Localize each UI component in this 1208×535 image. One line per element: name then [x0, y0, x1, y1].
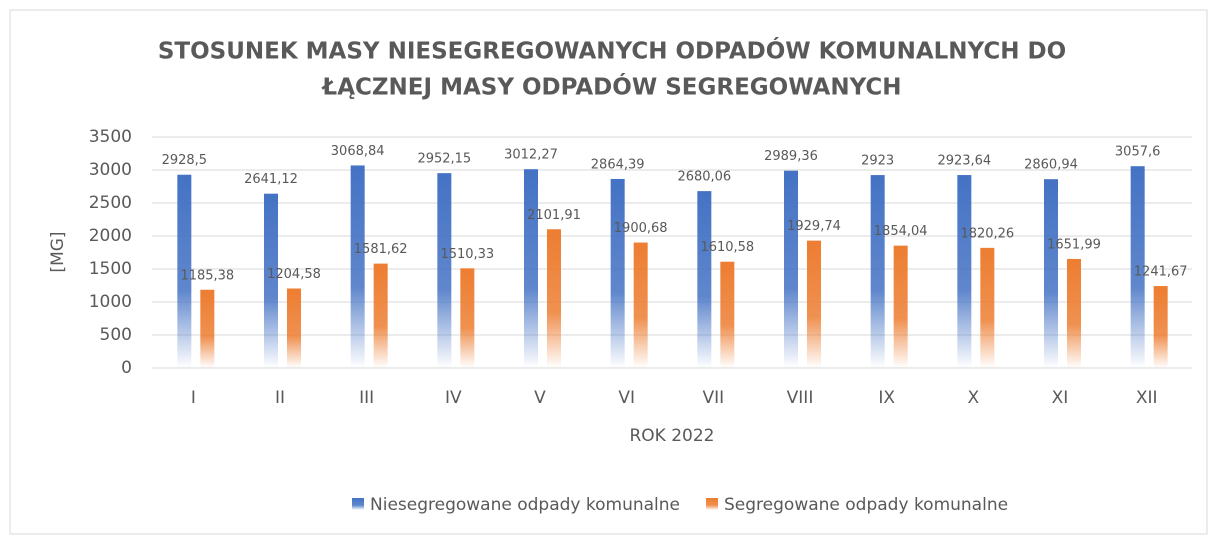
bar [807, 240, 821, 368]
legend-label: Niesegregowane odpady komunalne [370, 495, 680, 515]
bar [633, 242, 648, 368]
bar [957, 175, 972, 368]
data-label: 1510,33 [440, 247, 494, 262]
legend-label: Segregowane odpady komunalne [724, 495, 1008, 515]
y-tick-label: 1500 [89, 259, 132, 279]
y-tick-label: 1000 [89, 292, 132, 312]
bar [980, 247, 995, 368]
data-label: 1581,62 [354, 242, 408, 257]
y-tick-label: 3500 [89, 127, 132, 147]
data-label: 1204,58 [267, 267, 321, 282]
x-tick-label: III [359, 388, 374, 408]
bar [784, 170, 798, 368]
data-label: 3057,6 [1115, 145, 1161, 160]
bar [697, 191, 712, 368]
data-label: 2860,94 [1024, 158, 1078, 173]
data-label: 2680,06 [677, 170, 731, 185]
data-label: 2928,5 [162, 153, 208, 168]
data-label: 1900,68 [614, 221, 668, 236]
data-label: 1854,04 [874, 224, 928, 239]
data-label: 2989,36 [764, 149, 818, 164]
bar [893, 245, 908, 368]
x-tick-label: I [191, 388, 196, 408]
bar [350, 165, 365, 368]
bar [177, 174, 192, 368]
x-tick-label: II [275, 388, 285, 408]
data-label: 1185,38 [180, 268, 234, 283]
bar [1067, 258, 1081, 368]
bar [610, 178, 625, 368]
data-label: 2923 [861, 154, 894, 169]
x-tick-label: VIII [787, 388, 814, 408]
bar [264, 193, 278, 368]
x-tick-label: VI [618, 388, 635, 408]
chart-frame [9, 9, 1208, 535]
x-axis-label: ROK 2022 [629, 426, 714, 446]
chart-title: ŁĄCZNEJ MASY ODPADÓW SEGREGOWANYCH [320, 73, 901, 101]
y-tick-label: 3000 [89, 160, 132, 180]
chart-title: STOSUNEK MASY NIESEGREGOWANYCH ODPADÓW K… [158, 37, 1066, 65]
data-label: 1820,26 [960, 226, 1014, 241]
legend-swatch [706, 498, 719, 510]
data-label: 1610,58 [700, 240, 754, 255]
bar [1130, 166, 1145, 368]
data-label: 2923,64 [937, 154, 991, 169]
data-label: 3068,84 [331, 144, 385, 159]
legend-swatch [352, 498, 364, 510]
x-tick-label: IV [445, 388, 462, 408]
bar [200, 289, 215, 368]
bar [870, 175, 885, 368]
data-label: 1241,67 [1134, 265, 1188, 280]
y-tick-label: 2000 [89, 226, 132, 246]
x-tick-label: VII [702, 388, 724, 408]
y-tick-label: 2500 [89, 193, 132, 213]
data-label: 2101,91 [527, 208, 581, 223]
bar [1044, 179, 1058, 368]
y-tick-label: 0 [121, 358, 132, 378]
bar [437, 173, 452, 368]
data-label: 1929,74 [787, 219, 841, 234]
bar [373, 263, 388, 368]
bar [524, 169, 538, 368]
bar [287, 288, 301, 368]
x-tick-label: IX [878, 388, 895, 408]
data-label: 3012,27 [504, 148, 558, 163]
y-tick-label: 500 [100, 325, 132, 345]
bar [1153, 286, 1168, 368]
bar [547, 229, 561, 368]
data-label: 1651,99 [1047, 237, 1101, 252]
data-label: 2952,15 [417, 152, 471, 167]
x-tick-label: XI [1052, 388, 1069, 408]
x-tick-label: X [968, 388, 980, 408]
y-axis-label: [MG] [48, 231, 68, 272]
data-label: 2641,12 [244, 172, 298, 187]
bar [460, 268, 475, 368]
bar [720, 261, 735, 368]
x-tick-label: V [534, 388, 546, 408]
data-label: 2864,39 [591, 157, 645, 172]
x-tick-label: XII [1136, 388, 1158, 408]
